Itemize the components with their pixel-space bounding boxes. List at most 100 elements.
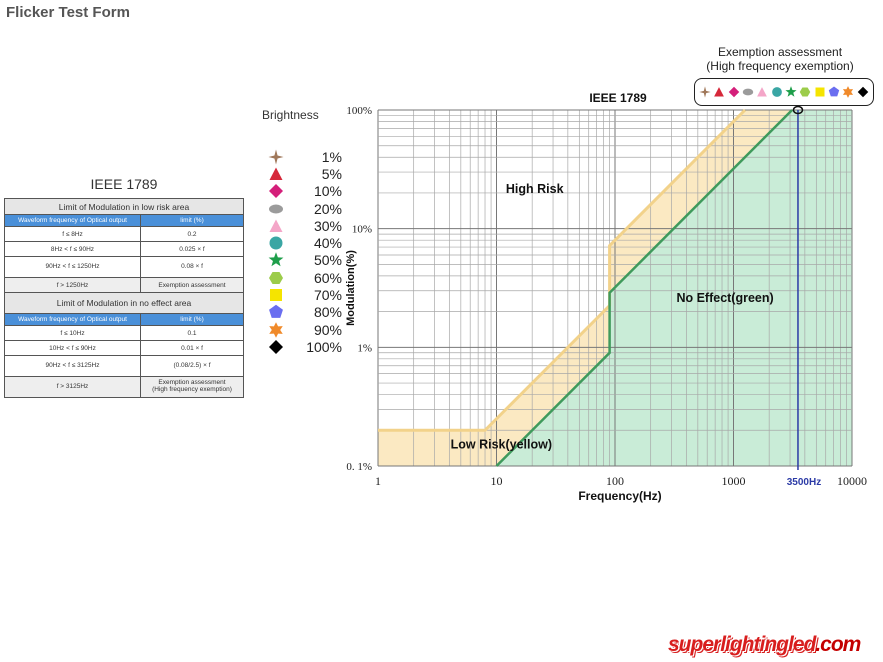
brightness-item: 60% xyxy=(268,269,342,286)
table-cell: 10Hz < f ≤ 90Hz xyxy=(4,340,141,356)
marker-star4-icon xyxy=(268,149,284,165)
no-effect-boundary-line xyxy=(495,109,793,467)
low-risk-region xyxy=(378,110,793,466)
brightness-label: 100% xyxy=(306,338,342,355)
brightness-label: 80% xyxy=(313,304,342,321)
exemption-marker-hexagon-icon xyxy=(800,87,811,97)
marker-hexagon-icon xyxy=(269,271,283,284)
exemption-marker-triangle-icon xyxy=(757,87,768,97)
column-header: limit (%) xyxy=(140,313,244,326)
site-logo: superlightingled.com xyxy=(668,633,861,657)
table-cell: 0.01 × f xyxy=(140,340,244,356)
x-axis-label: Frequency(Hz) xyxy=(578,489,661,503)
brightness-item: 40% xyxy=(268,234,342,251)
exemption-marker-box xyxy=(694,78,874,106)
table-cell: 90Hz < f ≤ 1250Hz xyxy=(4,256,141,278)
limit-table: Limit of Modulation in low risk area Wav… xyxy=(4,198,244,398)
brightness-item: 80% xyxy=(268,304,342,321)
y-axis-label: Modulation(%) xyxy=(345,250,357,326)
y-tick-label: 1% xyxy=(357,342,372,354)
brightness-label: 40% xyxy=(313,235,342,252)
brightness-label: 5% xyxy=(321,165,342,182)
marker-ellipse-icon xyxy=(269,204,283,214)
table-cell: 0.08 × f xyxy=(140,256,244,278)
exemption-marker-diamond-icon xyxy=(728,86,740,98)
exemption-marker-triangle-icon xyxy=(714,87,725,97)
table-cell: f > 1250Hz xyxy=(4,277,141,293)
brightness-item: 70% xyxy=(268,286,342,303)
table-cell: f > 3125Hz xyxy=(4,376,141,398)
brightness-label: 50% xyxy=(313,252,342,269)
exemption-marker-star6-icon xyxy=(843,86,854,98)
exemption-marker-ellipse-icon xyxy=(742,88,754,96)
marker-point xyxy=(792,105,804,115)
marker-star6-icon xyxy=(269,321,283,338)
marker-diamond-icon xyxy=(269,184,283,199)
brightness-label: 90% xyxy=(313,321,342,338)
logo-part-super: super xyxy=(668,633,721,656)
region-annotation: Low Risk(yellow) xyxy=(451,438,552,452)
exemption-title-line2: (High frequency exemption) xyxy=(706,59,854,73)
exemption-marker-circle-icon xyxy=(771,87,782,97)
table-cell: f ≤ 8Hz xyxy=(4,226,141,242)
page-title: Flicker Test Form xyxy=(6,4,130,21)
brightness-legend: 1% 5% 10% 20% 30% 40% 50% 60% 70% 80% 90% 100% xyxy=(268,148,342,356)
grid xyxy=(377,109,853,467)
y-tick-label: 10% xyxy=(352,224,372,236)
table-cell: Exemption assessment xyxy=(140,277,244,293)
table-cell: f ≤ 10Hz xyxy=(4,325,141,341)
brightness-label: 60% xyxy=(313,269,342,286)
brightness-item: 20% xyxy=(268,200,342,217)
table-cell: 8Hz < f ≤ 90Hz xyxy=(4,241,141,257)
brightness-label: 70% xyxy=(313,287,342,304)
brightness-item: 90% xyxy=(268,321,342,338)
table-cell: 90Hz < f ≤ 3125Hz xyxy=(4,355,141,377)
marker-star5-icon xyxy=(268,252,284,267)
y-tick-label: 100% xyxy=(346,105,372,117)
brightness-label: 30% xyxy=(313,217,342,234)
brightness-item: 100% xyxy=(268,338,342,355)
marker-triangle-icon xyxy=(269,167,283,180)
exemption-marker-star4-icon xyxy=(699,86,711,98)
table-title: IEEE 1789 xyxy=(90,176,158,192)
marker-pentagon-icon xyxy=(269,305,283,319)
x-tick-label: 1 xyxy=(375,474,381,488)
flicker-chart: 3500Hz IEEE 1789 1 10 100 1000 10000 0. 1% 1% 10%… xyxy=(345,91,867,503)
brightness-item: 1% xyxy=(268,148,342,165)
brightness-item: 50% xyxy=(268,252,342,269)
section-heading-no-effect: Limit of Modulation in no effect area xyxy=(4,292,244,314)
column-header: limit (%) xyxy=(140,214,244,227)
table-cell: (0.08/2.5) × f xyxy=(140,355,244,377)
exemption-marker-pentagon-icon xyxy=(828,86,840,97)
brightness-label: 1% xyxy=(321,148,342,165)
y-tick-label: 0. 1% xyxy=(346,461,372,473)
column-header: Waveform frequency of Optical output xyxy=(4,214,141,227)
region-annotation: No Effect(green) xyxy=(676,291,773,305)
exemption-marker-star5-icon xyxy=(785,86,797,97)
logo-part-com: .com xyxy=(815,633,861,656)
x-tick-label: 10 xyxy=(491,474,503,488)
brightness-label: 10% xyxy=(313,183,342,200)
x-tick-label: 1000 xyxy=(722,474,746,488)
column-header: Waveform frequency of Optical output xyxy=(4,313,141,326)
brightness-label: 20% xyxy=(313,200,342,217)
brightness-title: Brightness xyxy=(262,108,319,122)
table-cell: 0.025 × f xyxy=(140,241,244,257)
marker-diamond-icon xyxy=(269,339,283,354)
brightness-item: 30% xyxy=(268,217,342,234)
exemption-marker-diamond-icon xyxy=(857,86,869,98)
exemption-marker-square-icon xyxy=(815,87,825,97)
table-cell: 0.1 xyxy=(140,325,244,341)
marker-square-icon xyxy=(270,289,282,302)
exemption-title: Exemption assessment (High frequency exe… xyxy=(690,45,870,73)
x-tick-label: 10000 xyxy=(837,474,867,488)
brightness-item: 10% xyxy=(268,183,342,200)
logo-part-lighting: lightingled xyxy=(720,633,816,656)
x-tick-label: 100 xyxy=(606,474,624,488)
chart-title: IEEE 1789 xyxy=(589,91,647,105)
marker-triangle-icon xyxy=(269,219,283,232)
region-annotation: High Risk xyxy=(506,182,564,196)
table-cell: 0.2 xyxy=(140,226,244,242)
no-effect-region xyxy=(496,110,852,466)
exemption-title-line1: Exemption assessment xyxy=(717,45,843,59)
